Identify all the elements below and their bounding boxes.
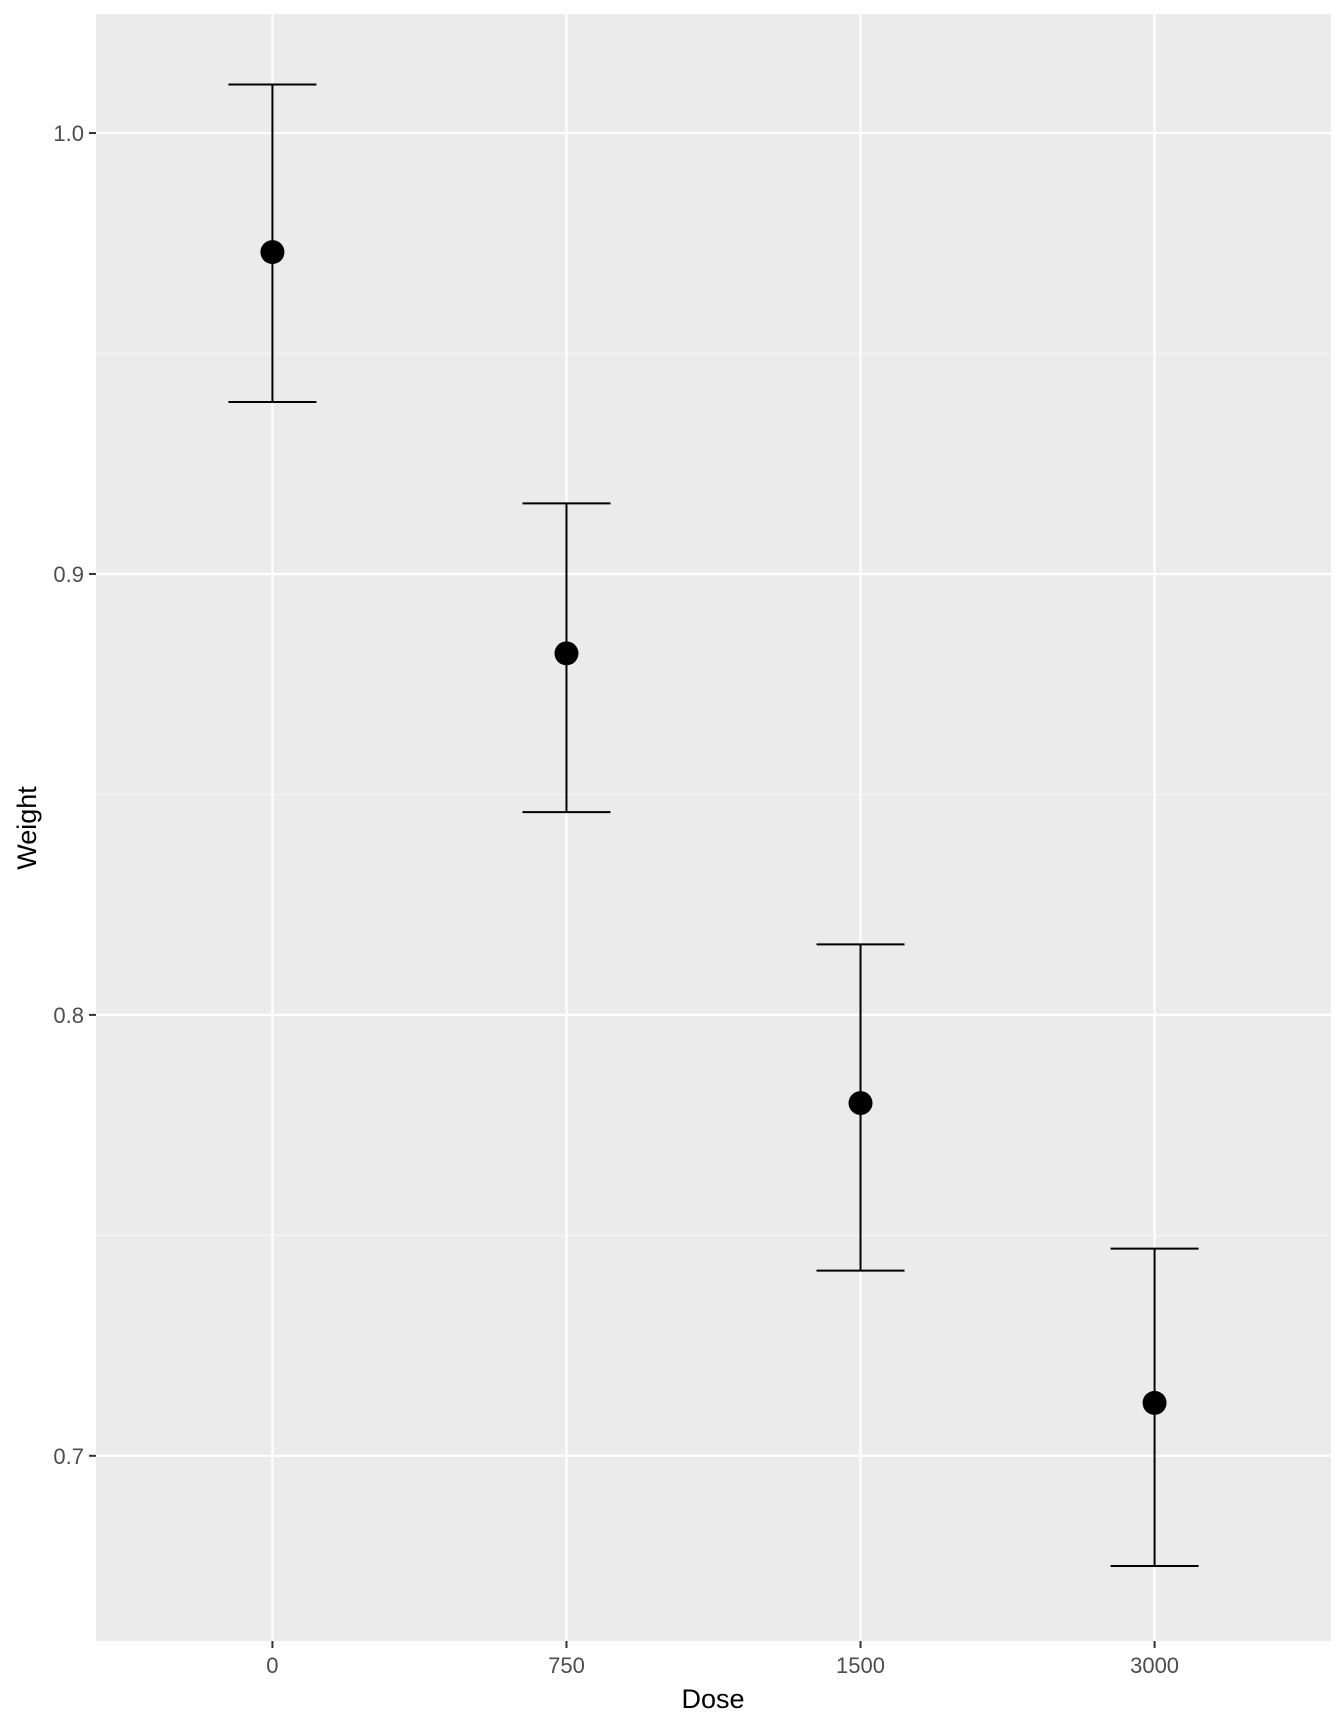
data-point: [260, 240, 285, 265]
x-tick-label: 0: [266, 1653, 278, 1678]
data-point: [848, 1091, 873, 1116]
data-marks: [228, 83, 1199, 1568]
y-axis-title: Weight: [12, 786, 42, 870]
y-tick-label: 0.7: [53, 1444, 84, 1469]
data-point: [1142, 1390, 1167, 1415]
grid-minor: [96, 352, 1331, 1236]
x-axis-title: Dose: [681, 1684, 744, 1714]
y-axis: 0.7 0.8 0.9 1.0: [53, 121, 96, 1469]
y-tick-label: 0.8: [53, 1003, 84, 1028]
x-tick-label: 750: [548, 1653, 585, 1678]
y-tick-label: 0.9: [53, 562, 84, 587]
plot-panel: [96, 14, 1331, 1641]
y-tick-label: 1.0: [53, 121, 84, 146]
x-axis: 0 750 1500 3000: [266, 1641, 1179, 1678]
x-tick-label: 1500: [836, 1653, 885, 1678]
x-tick-label: 3000: [1130, 1653, 1179, 1678]
data-point: [554, 641, 579, 666]
